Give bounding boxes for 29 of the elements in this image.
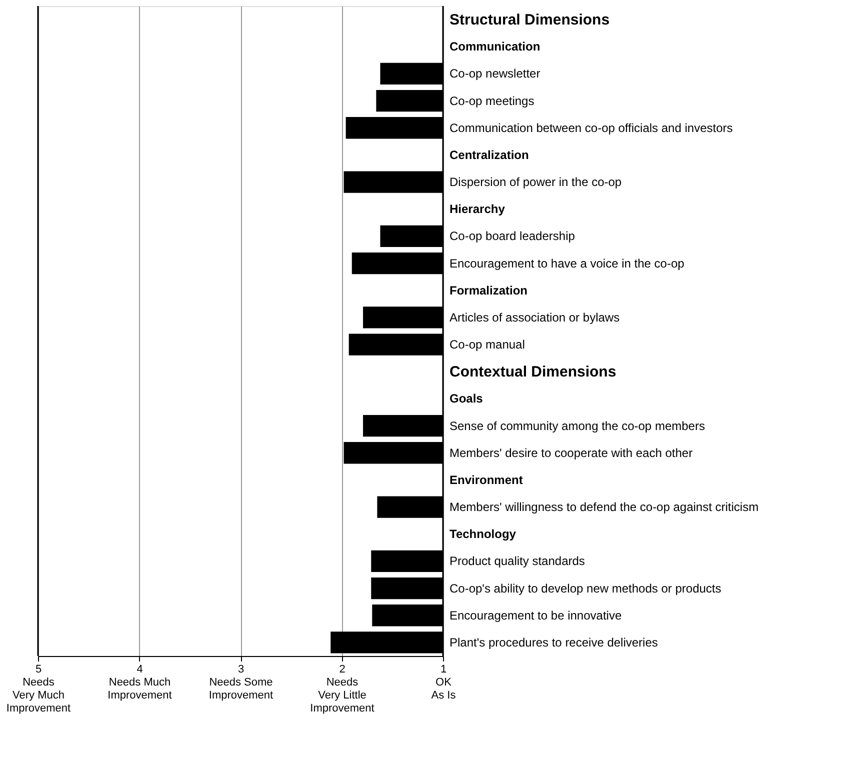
- y-tick-label: Goals: [450, 392, 484, 406]
- y-tick-label: Sense of community among the co-op members: [450, 418, 705, 433]
- x-tick-label: 5 Needs Very Much Improvement: [6, 664, 71, 714]
- y-tick-label: Hierarchy: [450, 202, 506, 216]
- y-tick-label: Product quality standards: [450, 554, 585, 568]
- y-tick-label: Co-op manual: [450, 338, 525, 352]
- y-tick-label: Encouragement to have a voice in the co-op: [450, 256, 685, 270]
- y-tick-label: Contextual Dimensions: [450, 364, 616, 381]
- y-tick-label: Formalization: [450, 283, 528, 298]
- y-tick-label: Co-op's ability to develop new methods or products: [450, 581, 722, 596]
- y-tick-label: Co-op newsletter: [450, 66, 540, 81]
- y-tick-label: Structural Dimensions: [450, 12, 610, 29]
- y-tick-label: Technology: [450, 527, 516, 542]
- y-tick-label: Communication between co-op officials and investors: [450, 120, 733, 135]
- y-tick-label: Plant's procedures to receive deliveries: [450, 635, 658, 650]
- y-tick-label: Members' willingness to defend the co-op against criticism: [450, 500, 759, 514]
- y-tick-label: Dispersion of power in the co-op: [450, 175, 622, 190]
- x-tick-label: 4 Needs Much Improvement: [108, 664, 172, 702]
- y-tick-label: Environment: [450, 472, 523, 487]
- x-tick-label: 3 Needs Some Improvement: [208, 664, 274, 702]
- y-tick-label: Co-op board leadership: [450, 229, 576, 244]
- x-tick-label: 1 OK As Is: [431, 664, 456, 702]
- x-tick-label: 2 Needs Very Little Improvement: [310, 664, 374, 714]
- y-tick-label: Articles of association or bylaws: [450, 310, 620, 324]
- y-tick-label: Encouragement to be innovative: [450, 608, 622, 622]
- y-tick-label: Co-op meetings: [450, 94, 534, 108]
- y-tick-label: Centralization: [450, 148, 529, 162]
- y-tick-label: Members' desire to cooperate with each other: [450, 446, 693, 460]
- y-tick-label: Communication: [450, 40, 540, 54]
